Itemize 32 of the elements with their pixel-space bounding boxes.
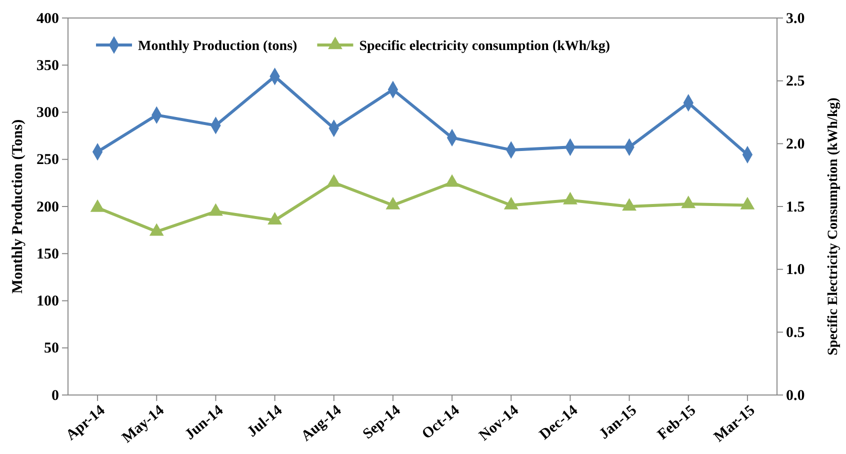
y-tick-label: 150 xyxy=(36,246,59,262)
point xyxy=(268,212,282,224)
y2-tick-label: 2.5 xyxy=(786,74,805,90)
point xyxy=(504,196,518,210)
point xyxy=(622,198,636,211)
y2-tick-label: 2.0 xyxy=(786,136,805,152)
y2-tick-label: 1.0 xyxy=(786,262,805,278)
point xyxy=(90,199,105,212)
legend-label: Specific electricity consumption (kWh/kg) xyxy=(359,39,610,54)
point xyxy=(208,203,223,216)
y2-tick-label: 3.0 xyxy=(786,10,805,27)
y-tick-label: 200 xyxy=(36,199,59,216)
point xyxy=(326,174,342,187)
point xyxy=(681,196,696,208)
y-tick-label: 350 xyxy=(36,58,59,74)
point xyxy=(563,192,578,204)
y2-axis-title: Specific Electricity Consumption (kWh/kg) xyxy=(826,97,841,356)
point xyxy=(386,196,400,210)
y-tick-label: 400 xyxy=(36,10,59,27)
legend-label: Monthly Production (tons) xyxy=(138,39,298,54)
y-tick-label: 0 xyxy=(52,388,59,404)
y-tick-label: 300 xyxy=(36,105,59,122)
y-tick-label: 100 xyxy=(36,294,59,310)
y-tick-label: 250 xyxy=(36,152,59,168)
point xyxy=(444,174,460,187)
y-tick-label: 50 xyxy=(44,340,59,357)
point xyxy=(740,196,755,210)
y2-tick-label: 0.5 xyxy=(786,324,805,341)
y2-tick-label: 1.5 xyxy=(786,199,805,216)
point xyxy=(149,223,164,236)
y-axis-title: Monthly Production (Tons) xyxy=(10,119,26,294)
y2-tick-label: 0.0 xyxy=(786,388,805,404)
